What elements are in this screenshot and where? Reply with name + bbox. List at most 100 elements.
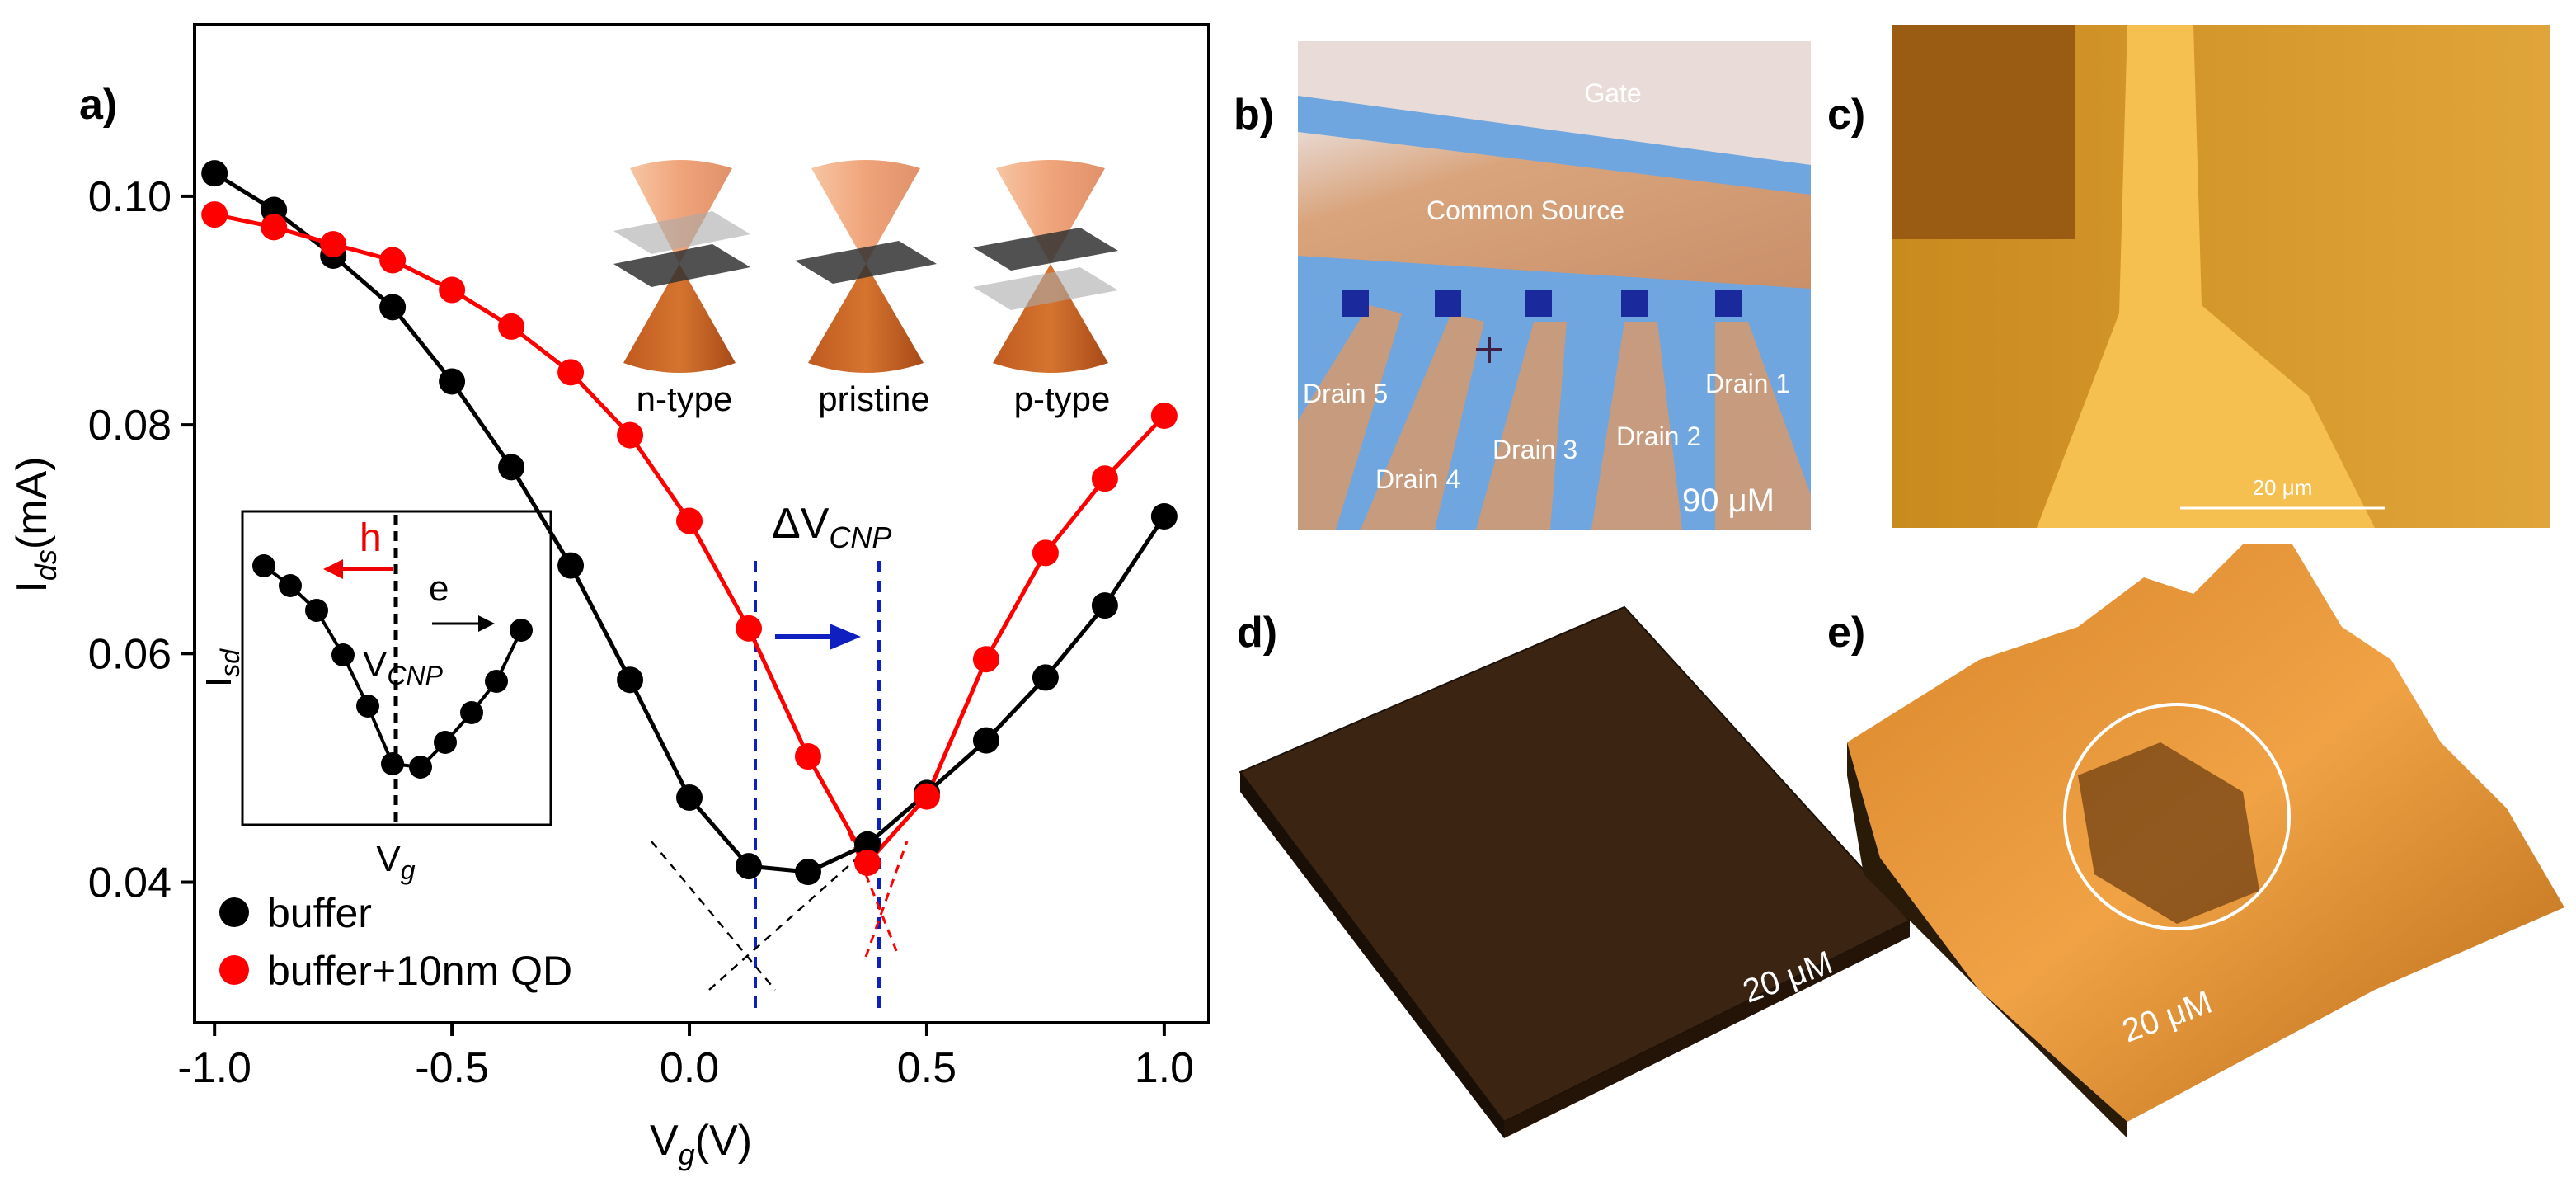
panel-label: e) (1827, 609, 1865, 657)
data-point (794, 743, 821, 770)
cone-n (613, 160, 750, 373)
data-point (1150, 502, 1178, 530)
shift-arrow-head (830, 624, 861, 650)
data-point (913, 783, 940, 810)
legend-marker (219, 955, 249, 985)
data-point (201, 201, 228, 228)
annot-sub: CNP (829, 520, 891, 554)
y-label-sub: ds (29, 549, 63, 581)
cnp-guides (651, 561, 909, 1010)
data-point (1150, 403, 1178, 430)
data-point (498, 313, 525, 340)
x-label-unit: (V) (695, 1117, 752, 1165)
panel-e: e) 20 μM (1827, 544, 2564, 1138)
band-label: n-type (637, 379, 733, 418)
data-point (557, 552, 585, 579)
inset-electron: e (429, 568, 449, 609)
x-tick-label: 1.0 (1135, 1044, 1194, 1092)
source-label: Common Source (1427, 195, 1624, 225)
y-label-main: I (8, 581, 56, 592)
x-tick-label: -0.5 (415, 1044, 489, 1092)
legend-label: buffer (267, 890, 372, 936)
cone-p (973, 160, 1118, 373)
cnp-main: V (363, 644, 388, 685)
inset-y-label: Isd (199, 648, 245, 687)
band-diagrams: n-type pristine p-type (613, 160, 1118, 418)
inset-cnp: VCNP (363, 644, 444, 690)
cnp-sub: CNP (387, 661, 443, 690)
data-point (736, 853, 763, 880)
scale-label: 90 μM (1682, 483, 1775, 519)
panel-label: b) (1234, 91, 1274, 139)
inset-x-sub: g (401, 855, 416, 885)
data-point (1091, 592, 1118, 619)
data-point (379, 294, 407, 321)
panel-b: b) Gate Common Source Drain 1 Drain 2 Dr… (1234, 41, 1811, 530)
drain-label: Drain 5 (1303, 379, 1388, 408)
band-label: p-type (1014, 379, 1111, 418)
data-point (1032, 539, 1059, 567)
y-tick-label: 0.06 (88, 630, 172, 678)
inset-y-sub: sd (215, 648, 245, 677)
panel-label: d) (1237, 609, 1277, 657)
y-tick-label: 0.08 (88, 402, 172, 450)
plot-frame (193, 23, 1210, 1024)
scale-label: 20 μm (2253, 475, 2313, 500)
cone-pristine (795, 160, 937, 373)
fit-line (708, 857, 858, 991)
data-point (617, 421, 644, 449)
data-point (320, 231, 347, 258)
data-point (794, 859, 821, 886)
inset-x-main: V (376, 839, 401, 879)
x-tick-label: 0.0 (660, 1044, 719, 1092)
annot-main: ΔV (772, 500, 830, 548)
data-point (439, 368, 466, 395)
gate-label: Gate (1584, 78, 1641, 108)
y-tick-label: 0.04 (88, 859, 172, 907)
data-point (557, 359, 585, 386)
data-point (617, 666, 644, 694)
data-point (972, 727, 999, 754)
drain-label: Drain 3 (1492, 435, 1577, 464)
fit-line (651, 841, 776, 991)
y-label-unit: (mA) (8, 456, 56, 549)
data-point (261, 214, 288, 241)
y-tick-label: 0.10 (88, 173, 172, 221)
data-point (972, 646, 999, 673)
drain-label: Drain 2 (1616, 421, 1701, 451)
data-point (676, 507, 703, 534)
legend-label: buffer+10nm QD (267, 948, 572, 994)
fit-line (848, 832, 900, 958)
data-point (201, 160, 228, 187)
panel-label: c) (1827, 91, 1865, 139)
inset: h e VCNP Isd Vg (199, 510, 552, 885)
data-point (498, 454, 525, 481)
inset-y-main: I (199, 677, 239, 687)
data-point (1032, 664, 1059, 691)
data-point (439, 276, 466, 304)
x-label-main: V (650, 1117, 679, 1165)
y-axis-label: Ids(mA) (8, 456, 63, 592)
cnp-annotation: ΔVCNP (772, 500, 891, 554)
data-point (379, 247, 407, 274)
inset-hole: h (360, 516, 382, 560)
legend-marker (219, 897, 249, 927)
panel-c: c) 20 μm (1827, 25, 2550, 528)
inset-x-label: Vg (376, 839, 415, 885)
panel-d: d) 20 μM (1237, 605, 1911, 1138)
fit-line (864, 841, 909, 958)
x-axis-label: Vg(V) (650, 1117, 752, 1171)
drain-label: Drain 4 (1375, 464, 1460, 494)
data-point (1091, 465, 1118, 492)
x-tick-label: 0.5 (897, 1044, 957, 1092)
data-point (853, 849, 881, 876)
drain-label: Drain 1 (1705, 369, 1790, 398)
data-point (736, 615, 763, 642)
band-label: pristine (818, 379, 929, 418)
x-tick-label: -1.0 (177, 1044, 251, 1092)
panel-label: a) (79, 81, 117, 129)
x-label-sub: g (679, 1137, 695, 1171)
data-point (676, 784, 703, 811)
